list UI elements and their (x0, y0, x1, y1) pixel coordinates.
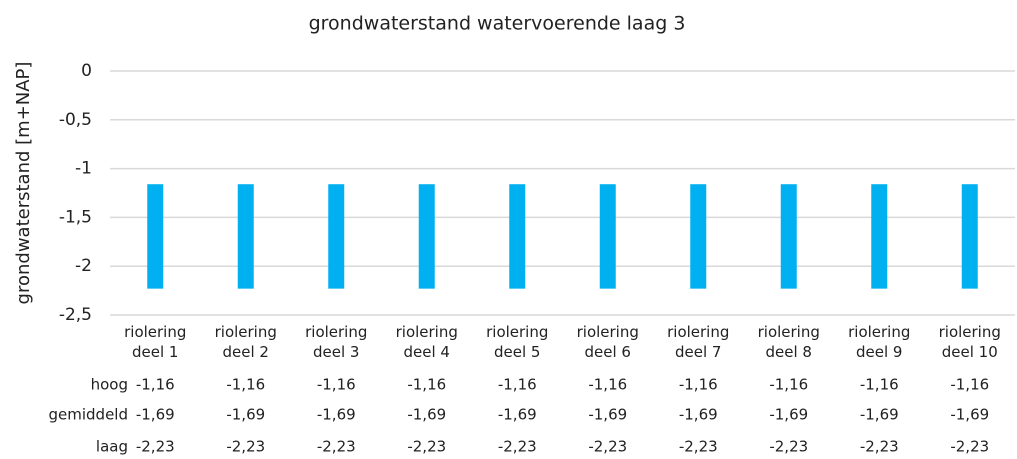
table-cell: -2,23 (407, 438, 446, 456)
table-cell: -2,23 (317, 438, 356, 456)
table-cell: -2,23 (950, 438, 989, 456)
table-row-label: hoog (91, 376, 128, 394)
table-cell: -1,16 (769, 376, 808, 394)
bar (328, 184, 345, 289)
bar (780, 184, 797, 289)
table-cell: -2,23 (136, 438, 175, 456)
bar (147, 184, 164, 289)
table-cell: -1,16 (136, 376, 175, 394)
x-tick-label: riolering deel 5 (486, 323, 549, 361)
bar (961, 184, 978, 289)
x-tick-label: riolering deel 10 (938, 323, 1001, 361)
table-cell: -2,23 (679, 438, 718, 456)
table-cell: -1,16 (860, 376, 899, 394)
y-tick-label: -0,5 (59, 110, 92, 130)
table-cell: -1,69 (679, 406, 718, 424)
x-tick-label: riolering deel 8 (757, 323, 820, 361)
y-tick-label: -1 (75, 159, 92, 179)
table-cell: -1,69 (860, 406, 899, 424)
table-cell: -1,69 (588, 406, 627, 424)
bar (871, 184, 888, 289)
x-tick-label: riolering deel 3 (305, 323, 368, 361)
x-tick-label: riolering deel 6 (576, 323, 639, 361)
table-cell: -1,16 (498, 376, 537, 394)
x-tick-label: riolering deel 4 (395, 323, 458, 361)
y-axis-label: grondwaterstand [m+NAP] (13, 62, 34, 305)
table-cell: -1,69 (317, 406, 356, 424)
table-cell: -1,16 (317, 376, 356, 394)
table-cell: -2,23 (860, 438, 899, 456)
table-cell: -2,23 (769, 438, 808, 456)
bar (690, 184, 707, 289)
table-cell: -1,69 (407, 406, 446, 424)
table-cell: -1,69 (950, 406, 989, 424)
bar (418, 184, 435, 289)
x-tick-label: riolering deel 9 (848, 323, 911, 361)
x-tick-label: riolering deel 2 (214, 323, 277, 361)
table-row-label: laag (96, 438, 128, 456)
table-cell: -2,23 (588, 438, 627, 456)
table-cell: -2,23 (498, 438, 537, 456)
table-cell: -1,69 (136, 406, 175, 424)
table-cell: -1,69 (769, 406, 808, 424)
x-tick-label: riolering deel 1 (124, 323, 187, 361)
table-cell: -1,16 (588, 376, 627, 394)
table-cell: -1,16 (679, 376, 718, 394)
y-tick-label: -2,5 (59, 305, 92, 325)
table-cell: -1,16 (226, 376, 265, 394)
table-cell: -2,23 (226, 438, 265, 456)
y-tick-label: 0 (81, 61, 92, 81)
bar (237, 184, 254, 289)
bar (599, 184, 616, 289)
x-tick-label: riolering deel 7 (667, 323, 730, 361)
y-tick-label: -1,5 (59, 207, 92, 227)
table-cell: -1,16 (950, 376, 989, 394)
table-cell: -1,69 (226, 406, 265, 424)
table-cell: -1,16 (407, 376, 446, 394)
table-row-label: gemiddeld (49, 406, 129, 424)
table-cell: -1,69 (498, 406, 537, 424)
y-tick-label: -2 (75, 256, 92, 276)
chart-title: grondwaterstand watervoerende laag 3 (309, 13, 686, 35)
bar (509, 184, 526, 289)
